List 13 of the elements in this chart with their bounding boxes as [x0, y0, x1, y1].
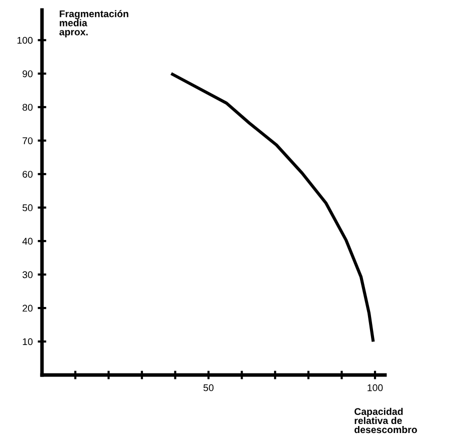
y-tick-label: 70 [22, 137, 33, 144]
y-tick-label: 100 [17, 36, 33, 44]
x-axis-title: Capacidad relativa de desescombro [354, 408, 417, 434]
y-tick-label: 60 [22, 170, 33, 178]
line-series [171, 72, 375, 342]
y-axis-title: Fragmentación media aprox. [59, 10, 128, 38]
y-tick-label: 40 [22, 238, 33, 245]
y-tick-label: 30 [22, 271, 33, 278]
y-tick-label: 50 [22, 204, 33, 212]
y-tick-label: 80 [22, 104, 33, 111]
y-tick-label: 90 [22, 70, 33, 78]
y-tick-label: 10 [22, 338, 33, 346]
y-tick-label: 20 [22, 304, 33, 312]
